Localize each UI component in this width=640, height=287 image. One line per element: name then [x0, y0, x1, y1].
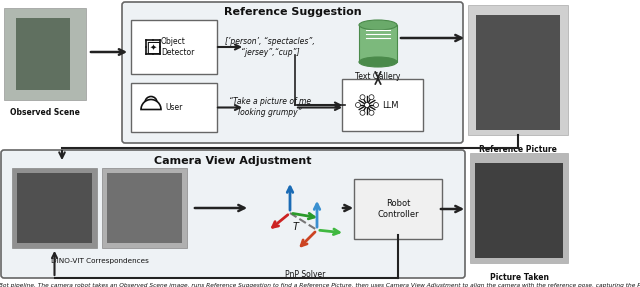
Text: Observed Scene: Observed Scene	[10, 108, 80, 117]
FancyBboxPatch shape	[342, 79, 423, 131]
FancyBboxPatch shape	[122, 2, 463, 143]
Circle shape	[365, 102, 369, 108]
Text: ✦: ✦	[150, 42, 157, 51]
Ellipse shape	[359, 57, 397, 67]
Text: PnP Solver: PnP Solver	[285, 270, 325, 279]
Text: LLM: LLM	[382, 100, 399, 110]
FancyBboxPatch shape	[476, 15, 560, 130]
FancyBboxPatch shape	[107, 173, 182, 243]
Circle shape	[369, 110, 374, 115]
Circle shape	[145, 96, 157, 108]
FancyBboxPatch shape	[16, 18, 70, 90]
FancyBboxPatch shape	[468, 5, 568, 135]
FancyBboxPatch shape	[470, 153, 568, 263]
FancyBboxPatch shape	[102, 168, 187, 248]
Circle shape	[374, 102, 378, 108]
FancyBboxPatch shape	[131, 83, 217, 132]
Text: Text Gallery: Text Gallery	[355, 72, 401, 81]
Text: Reference Suggestion: Reference Suggestion	[224, 7, 362, 17]
FancyBboxPatch shape	[1, 150, 465, 278]
Circle shape	[360, 110, 365, 115]
FancyBboxPatch shape	[4, 8, 86, 100]
FancyBboxPatch shape	[131, 20, 217, 74]
Text: Robot
Controller: Robot Controller	[377, 199, 419, 219]
Text: ◻: ◻	[145, 38, 161, 57]
FancyBboxPatch shape	[17, 173, 92, 243]
FancyBboxPatch shape	[12, 168, 97, 248]
FancyBboxPatch shape	[475, 163, 563, 258]
Text: DINO-VIT Correspondences: DINO-VIT Correspondences	[51, 258, 148, 264]
Circle shape	[355, 102, 360, 108]
Wedge shape	[141, 100, 161, 110]
Text: [’person’, “spectacles”,
“jersey”,“cup”]: [’person’, “spectacles”, “jersey”,“cup”]	[225, 37, 315, 57]
Text: “Take a picture of me
looking grumpy”: “Take a picture of me looking grumpy”	[229, 97, 311, 117]
Circle shape	[360, 95, 365, 100]
Text: Reference Picture: Reference Picture	[479, 145, 557, 154]
FancyBboxPatch shape	[354, 179, 442, 239]
Circle shape	[369, 95, 374, 100]
Text: User: User	[165, 103, 182, 112]
Text: Camera View Adjustment: Camera View Adjustment	[154, 156, 312, 166]
Text: Fig. 2: PhotoBot pipeline. The camera robot takes an Observed Scene image, runs : Fig. 2: PhotoBot pipeline. The camera ro…	[0, 283, 640, 287]
FancyBboxPatch shape	[359, 25, 397, 62]
Text: T: T	[292, 222, 298, 232]
Ellipse shape	[359, 20, 397, 30]
Text: Picture Taken: Picture Taken	[490, 273, 548, 282]
Text: Object
Detector: Object Detector	[161, 37, 195, 57]
